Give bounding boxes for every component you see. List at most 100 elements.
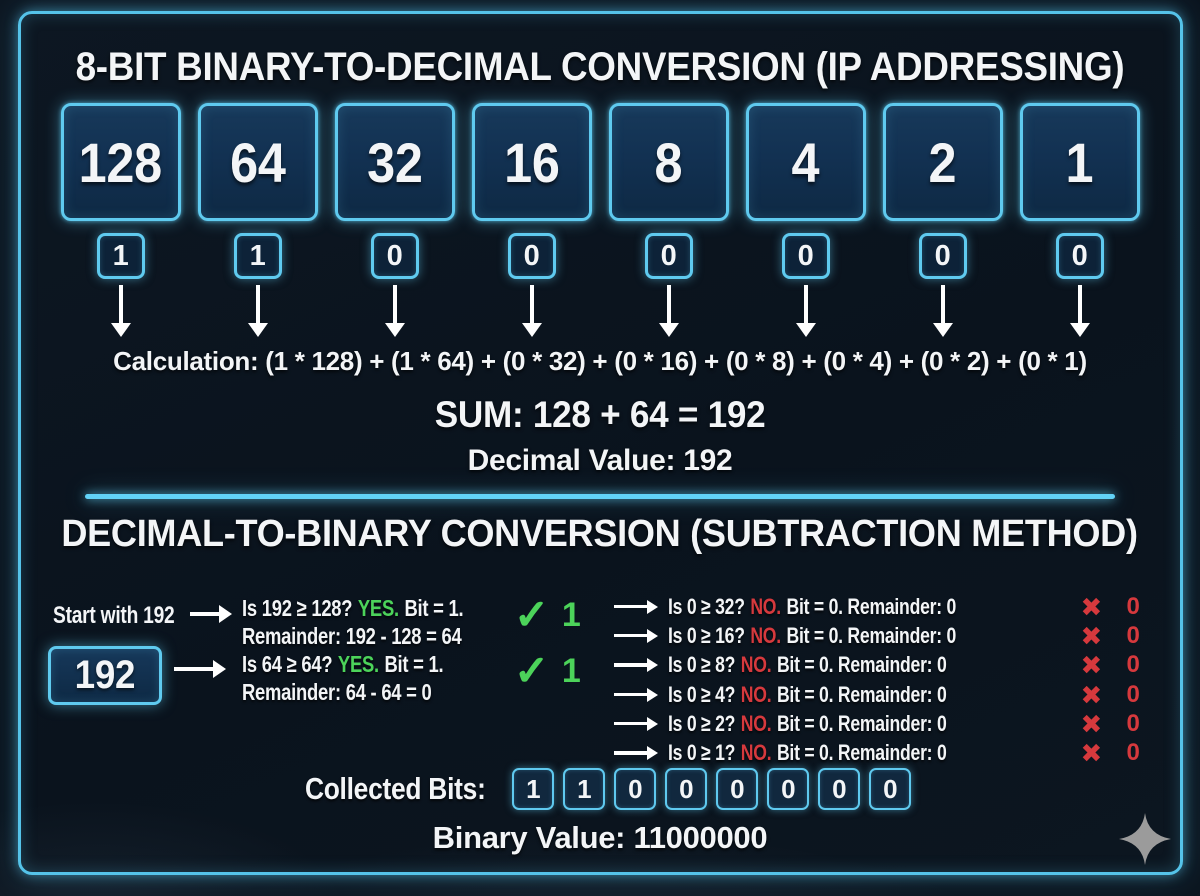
sparkle-icon bbox=[1119, 813, 1171, 865]
no-step-text: Is 0 ≥ 32? NO. Bit = 0. Remainder: 0 bbox=[668, 593, 957, 619]
yes-step-question-line: Is 64 ≥ 64? YES. Bit = 1. bbox=[242, 651, 444, 677]
no-step-row: Is 0 ≥ 4? NO. Bit = 0. Remainder: 0 ✖ 0 bbox=[614, 680, 1142, 709]
down-arrow-icon bbox=[383, 285, 407, 339]
no-step-text: Is 0 ≥ 16? NO. Bit = 0. Remainder: 0 bbox=[668, 622, 957, 648]
decimal-value-line: Decimal Value: 192 bbox=[467, 444, 733, 477]
cross-icon: ✖ bbox=[1080, 620, 1103, 651]
place-value-box: 2 bbox=[882, 103, 1003, 221]
cross-icon: ✖ bbox=[1080, 738, 1103, 769]
yes-step-remainder-line: Remainder: 192 - 128 = 64 bbox=[242, 623, 462, 649]
bit-box: 1 bbox=[96, 233, 145, 279]
right-arrow-icon bbox=[614, 656, 658, 674]
result-bit: 1 bbox=[561, 596, 581, 634]
neon-frame bbox=[18, 11, 1183, 875]
no-step-row: Is 0 ≥ 2? NO. Bit = 0. Remainder: 0 ✖ 0 bbox=[614, 709, 1142, 738]
right-arrow-icon bbox=[174, 660, 226, 678]
bit-column: 64 1 bbox=[197, 103, 318, 339]
right-arrow-icon bbox=[614, 686, 658, 704]
place-value: 32 bbox=[366, 130, 423, 194]
place-value: 8 bbox=[654, 130, 683, 194]
place-value-box: 128 bbox=[60, 103, 181, 221]
place-value-box: 32 bbox=[334, 103, 455, 221]
bit-value: 0 bbox=[523, 239, 540, 272]
collected-bit-box: 0 bbox=[869, 768, 912, 810]
bit-box: 0 bbox=[507, 233, 556, 279]
cross-icon: ✖ bbox=[1080, 591, 1103, 622]
calculation-line: Calculation: (1 * 128) + (1 * 64) + (0 *… bbox=[113, 346, 1087, 376]
place-value: 16 bbox=[503, 130, 560, 194]
yes-step-remainder-line: Remainder: 64 - 64 = 0 bbox=[242, 679, 432, 705]
result-bit: 0 bbox=[1126, 739, 1140, 767]
down-arrow-icon bbox=[931, 285, 955, 339]
binary-value-line: Binary Value: 11000000 bbox=[432, 820, 768, 855]
collected-bit-box: 0 bbox=[614, 768, 657, 810]
yes-result-2: ✓ 1 bbox=[513, 647, 581, 694]
place-value-box: 8 bbox=[608, 103, 729, 221]
collected-bit-box: 0 bbox=[818, 768, 861, 810]
down-arrow-icon bbox=[520, 285, 544, 339]
result-bit: 0 bbox=[1126, 621, 1140, 649]
bit-column: 4 0 bbox=[745, 103, 866, 339]
collected-bit-box: 0 bbox=[716, 768, 759, 810]
down-arrow-icon bbox=[794, 285, 818, 339]
bit-column: 128 1 bbox=[60, 103, 181, 339]
yes-step-1: Is 192 ≥ 128? YES. Bit = 1. Remainder: 192… bbox=[242, 594, 519, 650]
cross-icon: ✖ bbox=[1080, 679, 1103, 710]
cross-icon: ✖ bbox=[1080, 708, 1103, 739]
collected-bits-label: Collected Bits: bbox=[304, 771, 486, 806]
check-icon: ✓ bbox=[513, 647, 550, 694]
bit-box: 0 bbox=[370, 233, 419, 279]
right-arrow-icon bbox=[614, 598, 658, 616]
place-value: 1 bbox=[1065, 130, 1094, 194]
result-bit: 1 bbox=[561, 652, 581, 690]
cross-icon: ✖ bbox=[1080, 650, 1103, 681]
right-arrow-icon bbox=[190, 605, 232, 623]
bit-box: 0 bbox=[1055, 233, 1104, 279]
collected-bit-box: 1 bbox=[563, 768, 606, 810]
right-arrow-icon bbox=[614, 715, 658, 733]
bit-column: 16 0 bbox=[471, 103, 592, 339]
down-arrow-icon bbox=[657, 285, 681, 339]
bit-value: 0 bbox=[1071, 239, 1088, 272]
bit-box: 0 bbox=[644, 233, 693, 279]
yes-step-2: Is 64 ≥ 64? YES. Bit = 1. Remainder: 64 - … bbox=[242, 650, 494, 706]
place-value-box: 1 bbox=[1019, 103, 1140, 221]
result-bit: 0 bbox=[1126, 709, 1140, 737]
place-value-box: 16 bbox=[471, 103, 592, 221]
no-steps-list: Is 0 ≥ 32? NO. Bit = 0. Remainder: 0 ✖ 0 I… bbox=[614, 592, 1142, 768]
collected-bit-box: 1 bbox=[512, 768, 555, 810]
yes-result-1: ✓ 1 bbox=[513, 591, 581, 638]
bit-box: 0 bbox=[781, 233, 830, 279]
sum-line: SUM: 128 + 64 = 192 bbox=[434, 394, 766, 435]
place-value: 2 bbox=[928, 130, 957, 194]
place-value: 64 bbox=[229, 130, 286, 194]
right-arrow-icon bbox=[614, 627, 658, 645]
result-bit: 0 bbox=[1126, 680, 1140, 708]
bit-value: 0 bbox=[797, 239, 814, 272]
place-value-box: 64 bbox=[197, 103, 318, 221]
no-step-text: Is 0 ≥ 2? NO. Bit = 0. Remainder: 0 bbox=[668, 710, 947, 736]
no-step-text: Is 0 ≥ 1? NO. Bit = 0. Remainder: 0 bbox=[668, 740, 947, 766]
down-arrow-icon bbox=[1068, 285, 1092, 339]
bit-value: 0 bbox=[386, 239, 403, 272]
down-arrow-icon bbox=[246, 285, 270, 339]
check-icon: ✓ bbox=[513, 591, 550, 638]
start-label: Start with 192 bbox=[53, 602, 175, 629]
no-step-text: Is 0 ≥ 8? NO. Bit = 0. Remainder: 0 bbox=[668, 652, 947, 678]
down-arrow-icon bbox=[109, 285, 133, 339]
no-step-row: Is 0 ≥ 1? NO. Bit = 0. Remainder: 0 ✖ 0 bbox=[614, 738, 1142, 767]
bit-column: 8 0 bbox=[608, 103, 729, 339]
no-step-row: Is 0 ≥ 16? NO. Bit = 0. Remainder: 0 ✖ 0 bbox=[614, 621, 1142, 650]
binary-to-decimal-title: 8-BIT BINARY-TO-DECIMAL CONVERSION (IP A… bbox=[75, 45, 1125, 89]
right-arrow-icon bbox=[614, 744, 658, 762]
place-value: 128 bbox=[78, 130, 163, 194]
result-bit: 0 bbox=[1126, 651, 1140, 679]
bit-value: 1 bbox=[112, 239, 129, 272]
collected-bits-row: Collected Bits: 1 1 0 0 0 0 0 0 bbox=[0, 768, 1200, 810]
collected-bit-box: 0 bbox=[767, 768, 810, 810]
no-step-row: Is 0 ≥ 32? NO. Bit = 0. Remainder: 0 ✖ 0 bbox=[614, 592, 1142, 621]
bit-value: 0 bbox=[660, 239, 677, 272]
bit-column: 1 0 bbox=[1019, 103, 1140, 339]
decimal-to-binary-title: DECIMAL-TO-BINARY CONVERSION (SUBTRACTIO… bbox=[61, 513, 1139, 555]
